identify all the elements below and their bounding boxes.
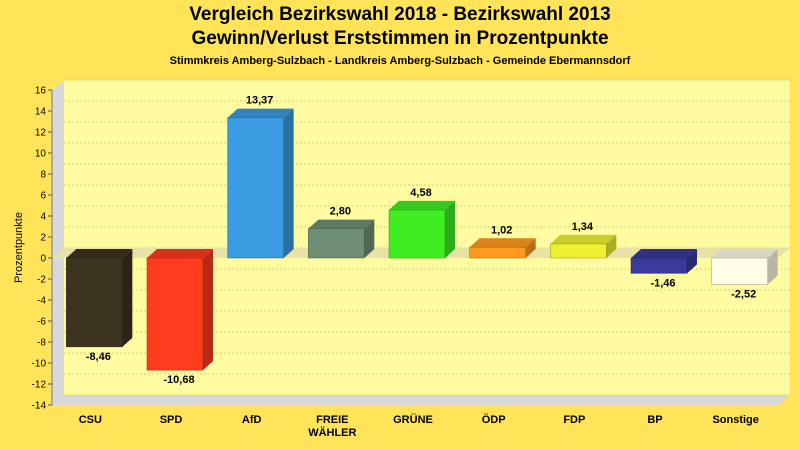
bar-side bbox=[283, 108, 294, 259]
y-tick-label: 14 bbox=[35, 107, 47, 118]
y-tick-label: 8 bbox=[40, 170, 46, 181]
bar bbox=[227, 117, 284, 259]
x-tick-label: AfD bbox=[242, 414, 262, 426]
bar bbox=[550, 243, 607, 259]
x-tick-label: BP bbox=[647, 414, 662, 426]
data-label: 13,37 bbox=[246, 95, 274, 107]
bar bbox=[469, 247, 526, 259]
bar-top bbox=[66, 249, 133, 258]
bar-side bbox=[203, 249, 213, 371]
data-label: 4,58 bbox=[410, 187, 431, 199]
bar-top bbox=[711, 249, 778, 258]
y-tick-label: 10 bbox=[35, 149, 47, 160]
bar bbox=[308, 228, 365, 259]
bar-side bbox=[606, 234, 617, 258]
bar-side bbox=[445, 200, 455, 258]
data-label: 1,02 bbox=[491, 224, 512, 236]
y-tick-label: 0 bbox=[40, 254, 46, 265]
bar-top bbox=[227, 108, 294, 118]
bar-top bbox=[550, 234, 617, 244]
chart-title: Vergleich Bezirkswahl 2018 - Bezirkswahl… bbox=[189, 4, 611, 25]
y-tick-label: -10 bbox=[32, 359, 47, 370]
plot-floor bbox=[52, 395, 790, 405]
x-tick-label: Sonstige bbox=[712, 414, 758, 426]
bar-side bbox=[525, 238, 536, 258]
bar bbox=[630, 257, 688, 274]
x-tick-label: WÄHLER bbox=[308, 426, 356, 439]
y-tick-label: -2 bbox=[37, 275, 46, 286]
x-tick-label: CSU bbox=[79, 414, 102, 426]
bar bbox=[711, 257, 768, 285]
data-label: -8,46 bbox=[86, 351, 111, 363]
y-tick-label: 6 bbox=[40, 191, 46, 202]
bar-top bbox=[469, 238, 536, 248]
y-tick-label: -14 bbox=[32, 401, 47, 412]
y-tick-label: -6 bbox=[37, 317, 46, 328]
y-tick-label: -8 bbox=[37, 338, 46, 349]
y-tick-label: 12 bbox=[35, 128, 47, 139]
chart-subtitle: Stimmkreis Amberg-Sulzbach - Landkreis A… bbox=[169, 55, 631, 67]
bar bbox=[66, 257, 123, 348]
y-axis-label: Prozentpunkte bbox=[13, 212, 25, 283]
bar-side bbox=[122, 249, 133, 347]
bar-side bbox=[687, 249, 697, 274]
y-tick-label: -12 bbox=[32, 380, 47, 391]
bar-side bbox=[767, 249, 778, 285]
chart-title-line-2: Gewinn/Verlust Erststimmen in Prozentpun… bbox=[191, 28, 609, 49]
data-label: 1,34 bbox=[572, 221, 594, 233]
bar bbox=[146, 257, 204, 371]
y-tick-label: 4 bbox=[40, 212, 46, 223]
plot-side-wall bbox=[52, 80, 64, 405]
bar-top bbox=[631, 249, 697, 258]
x-tick-label: SPD bbox=[160, 414, 183, 426]
bar-top bbox=[389, 200, 455, 210]
data-label: 2,80 bbox=[330, 206, 351, 218]
bar-top bbox=[308, 219, 375, 229]
y-tick-label: -4 bbox=[37, 296, 46, 307]
x-tick-label: ÖDP bbox=[482, 413, 506, 426]
data-label: -10,68 bbox=[163, 374, 194, 386]
bar-top bbox=[147, 249, 213, 258]
data-label: -1,46 bbox=[650, 277, 675, 289]
x-tick-label: FREIE bbox=[316, 414, 348, 426]
y-tick-label: 2 bbox=[40, 233, 46, 244]
bar-side bbox=[364, 219, 375, 258]
x-tick-label: FDP bbox=[563, 414, 585, 426]
x-tick-label: GRÜNE bbox=[393, 413, 433, 426]
bar bbox=[388, 209, 446, 259]
y-tick-label: 16 bbox=[35, 86, 47, 97]
data-label: -2,52 bbox=[731, 288, 756, 300]
